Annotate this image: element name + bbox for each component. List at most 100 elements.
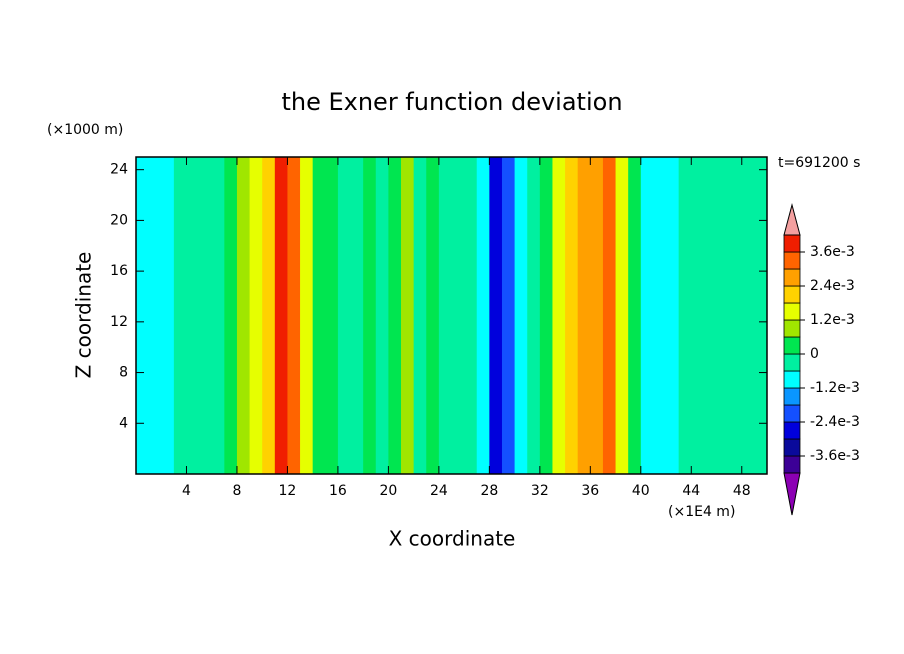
contour-band	[401, 157, 415, 474]
colorbar-box	[783, 387, 801, 406]
colorbar-label: 3.6e-3	[810, 244, 855, 260]
colorbar-box	[783, 353, 801, 372]
colorbar-box	[783, 438, 801, 457]
colorbar-box	[783, 336, 801, 355]
contour-band	[236, 157, 251, 474]
x-unit: (×1E4 m)	[668, 504, 735, 520]
colorbar-box	[783, 421, 801, 440]
contour-band	[173, 157, 187, 474]
contour-band	[628, 157, 642, 474]
colorbar-label: 2.4e-3	[810, 278, 855, 294]
contour-band	[211, 157, 225, 474]
contour-band	[565, 157, 579, 474]
contour-band	[464, 157, 478, 474]
contour-band	[539, 157, 553, 474]
x-tick-label: 24	[430, 483, 448, 499]
contour-band	[703, 157, 718, 474]
contour-band	[274, 157, 288, 474]
contour-band	[325, 157, 339, 474]
contour-band	[413, 157, 427, 474]
chart-title: the Exner function deviation	[281, 88, 622, 116]
contour-band	[489, 157, 503, 474]
colorbar-over	[783, 203, 801, 236]
contour-band	[590, 157, 604, 474]
contour-band	[451, 157, 465, 474]
contour-band	[148, 157, 162, 474]
contour-band	[476, 157, 490, 474]
contour-band	[602, 157, 617, 474]
contour-band	[666, 157, 680, 474]
colorbar-under	[783, 472, 801, 516]
x-tick-label: 28	[480, 483, 498, 499]
contour-band	[262, 157, 276, 474]
colorbar-label: -3.6e-3	[810, 448, 860, 464]
contour-band	[388, 157, 402, 474]
contour-band	[640, 157, 654, 474]
contour-band	[363, 157, 377, 474]
y-tick-label: 24	[110, 162, 128, 178]
contour-band	[426, 157, 440, 474]
colorbar-box	[783, 268, 801, 287]
contour-band	[161, 157, 175, 474]
colorbar-label: 1.2e-3	[810, 312, 855, 328]
x-tick-label: 12	[279, 483, 297, 499]
contour-band	[350, 157, 364, 474]
colorbar-label: -2.4e-3	[810, 414, 860, 430]
y-tick-label: 12	[110, 314, 128, 330]
contour-band	[552, 157, 566, 474]
contour-band	[678, 157, 692, 474]
colorbar-box	[783, 251, 801, 270]
y-unit: (×1000 m)	[47, 122, 123, 138]
colorbar-box	[783, 234, 801, 253]
y-tick-label: 20	[110, 212, 128, 228]
field	[136, 157, 768, 474]
contour-band	[615, 157, 629, 474]
x-tick-label: 20	[379, 483, 397, 499]
y-tick-label: 4	[119, 415, 128, 431]
colorbar-box	[783, 404, 801, 423]
colorbar-box	[783, 319, 801, 338]
contour-band	[653, 157, 667, 474]
contour-band	[741, 157, 755, 474]
contour-band	[729, 157, 743, 474]
x-tick-label: 36	[581, 483, 599, 499]
colorbar-box	[783, 455, 801, 474]
contour-band	[287, 157, 301, 474]
colorbar-box	[783, 370, 801, 389]
y-tick-label: 8	[119, 365, 128, 381]
colorbar-box	[783, 302, 801, 321]
colorbar-box	[783, 285, 801, 304]
plot-frame	[135, 156, 768, 475]
colorbar-label: 0	[810, 346, 819, 362]
x-tick-label: 16	[329, 483, 347, 499]
contour-band	[514, 157, 528, 474]
contour-band	[186, 157, 200, 474]
contour-band	[754, 157, 768, 474]
contour-band	[249, 157, 263, 474]
contour-band	[375, 157, 389, 474]
contour-band	[199, 157, 213, 474]
contour-band	[691, 157, 705, 474]
contour-band	[300, 157, 314, 474]
x-tick-label: 48	[733, 483, 751, 499]
contour-band	[577, 157, 591, 474]
contour-band	[136, 157, 150, 474]
y-axis-label: Z coordinate	[72, 252, 96, 379]
contour-band	[224, 157, 238, 474]
contour-band	[312, 157, 326, 474]
contour-band	[527, 157, 541, 474]
contour-band	[337, 157, 352, 474]
x-tick-label: 8	[232, 483, 241, 499]
x-tick-label: 44	[682, 483, 700, 499]
contour-band	[716, 157, 730, 474]
annotation: t=691200 s	[778, 155, 860, 171]
colorbar-label: -1.2e-3	[810, 380, 860, 396]
x-axis-label: X coordinate	[389, 527, 516, 551]
x-tick-label: 32	[531, 483, 549, 499]
contour-band	[501, 157, 516, 474]
x-tick-label: 4	[182, 483, 191, 499]
x-tick-label: 40	[632, 483, 650, 499]
y-tick-label: 16	[110, 263, 128, 279]
